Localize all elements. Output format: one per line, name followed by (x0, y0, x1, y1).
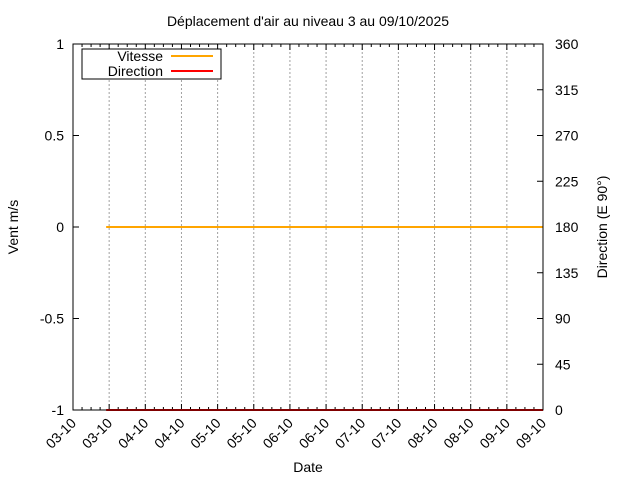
legend-label-direction: Direction (108, 63, 163, 79)
x-tick-label: 03-10 (79, 415, 116, 452)
x-tick-label: 05-10 (223, 415, 260, 452)
y2-tick-label: 315 (555, 82, 579, 98)
y2-tick-label: 360 (555, 36, 579, 52)
legend: Vitesse Direction (81, 48, 222, 80)
grid (108, 44, 508, 410)
x-axis-label: Date (293, 459, 323, 475)
x-tick-label: 09-10 (476, 415, 513, 452)
x-tick-label: 06-10 (296, 415, 333, 452)
y-tick-label: 0.5 (45, 128, 65, 144)
y2-tick-label: 135 (555, 265, 579, 281)
x-tick-label: 08-10 (404, 415, 441, 452)
x-tick-label: 04-10 (115, 415, 152, 452)
y-tick-labels: 1 0.5 0 -0.5 -1 (40, 36, 64, 418)
x-tick-label: 04-10 (151, 415, 188, 452)
y2-tick-label: 0 (555, 402, 563, 418)
y2-tick-label: 90 (555, 311, 571, 327)
x-tick-label: 07-10 (368, 415, 405, 452)
x-tick-labels: 03-10 03-10 04-10 04-10 05-10 05-10 06-10 06-10… (42, 415, 549, 452)
legend-box (81, 48, 222, 80)
x-tick-label: 08-10 (440, 415, 477, 452)
y2-tick-labels: 360 315 270 225 180 135 90 45 0 (555, 36, 579, 418)
y2-tick-label: 45 (555, 356, 571, 372)
y2-tick-label: 270 (555, 128, 579, 144)
y2-tick-label: 180 (555, 219, 579, 235)
y-tick-label: -1 (52, 402, 65, 418)
x-tick-label: 09-10 (512, 415, 549, 452)
y-tick-label: 0 (56, 219, 64, 235)
x-tick-label: 07-10 (332, 415, 369, 452)
y2-axis-label: Direction (E 90°) (594, 176, 610, 279)
y-tick-label: 1 (56, 36, 64, 52)
series (106, 226, 543, 411)
y-tick-label: -0.5 (40, 311, 64, 327)
y2-tick-label: 225 (555, 173, 579, 189)
y-axis-label: Vent m/s (5, 200, 21, 254)
x-tick-label: 05-10 (187, 415, 224, 452)
legend-label-vitesse: Vitesse (117, 48, 163, 64)
x-tick-label: 03-10 (42, 415, 79, 452)
chart-title: Déplacement d'air au niveau 3 au 09/10/2… (167, 13, 449, 29)
plot-frame (72, 43, 544, 411)
x-tick-label: 06-10 (259, 415, 296, 452)
